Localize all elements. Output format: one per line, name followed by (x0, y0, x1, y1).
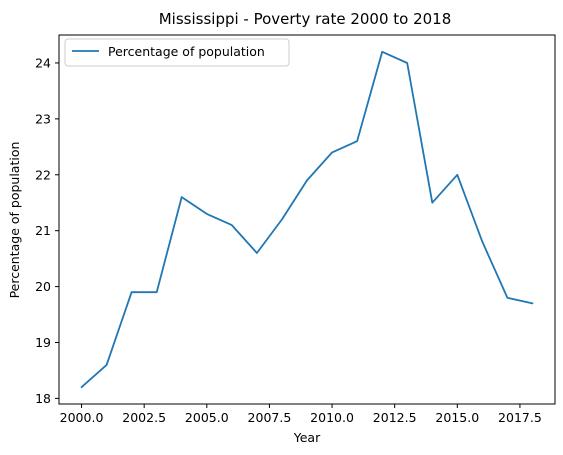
x-tick-label: 2002.5 (122, 410, 166, 425)
y-tick-label: 21 (35, 223, 51, 238)
y-tick-label: 23 (35, 111, 51, 126)
plot-area (58, 34, 556, 405)
y-tick-label: 22 (35, 167, 51, 182)
x-tick-label: 2005.0 (185, 410, 229, 425)
y-tick-label: 24 (35, 55, 51, 70)
legend-box (64, 38, 290, 67)
x-tick-label: 2015.0 (435, 410, 479, 425)
x-tick-label: 2000.0 (60, 410, 104, 425)
x-tick-label: 2012.5 (373, 410, 417, 425)
legend-label: Percentage of population (108, 44, 265, 59)
x-axis: 2000.0 2002.5 2005.0 2007.5 2010.0 2012.5 2015… (60, 404, 542, 425)
y-tick-label: 20 (35, 279, 51, 294)
series-layer (80, 50, 534, 389)
y-axis: 18 19 20 21 22 23 24 (35, 55, 59, 406)
x-tick-label: 2010.0 (310, 410, 354, 425)
legend: Percentage of population (64, 38, 290, 67)
x-axis-label: Year (293, 430, 321, 445)
y-axis-label: Percentage of population (7, 142, 22, 299)
y-tick-label: 19 (35, 335, 51, 350)
chart-title: Mississippi - Poverty rate 2000 to 2018 (159, 10, 452, 28)
x-tick-label: 2017.5 (498, 410, 542, 425)
y-tick-label: 18 (35, 391, 51, 406)
series-line (80, 50, 534, 389)
x-tick-label: 2007.5 (248, 410, 292, 425)
